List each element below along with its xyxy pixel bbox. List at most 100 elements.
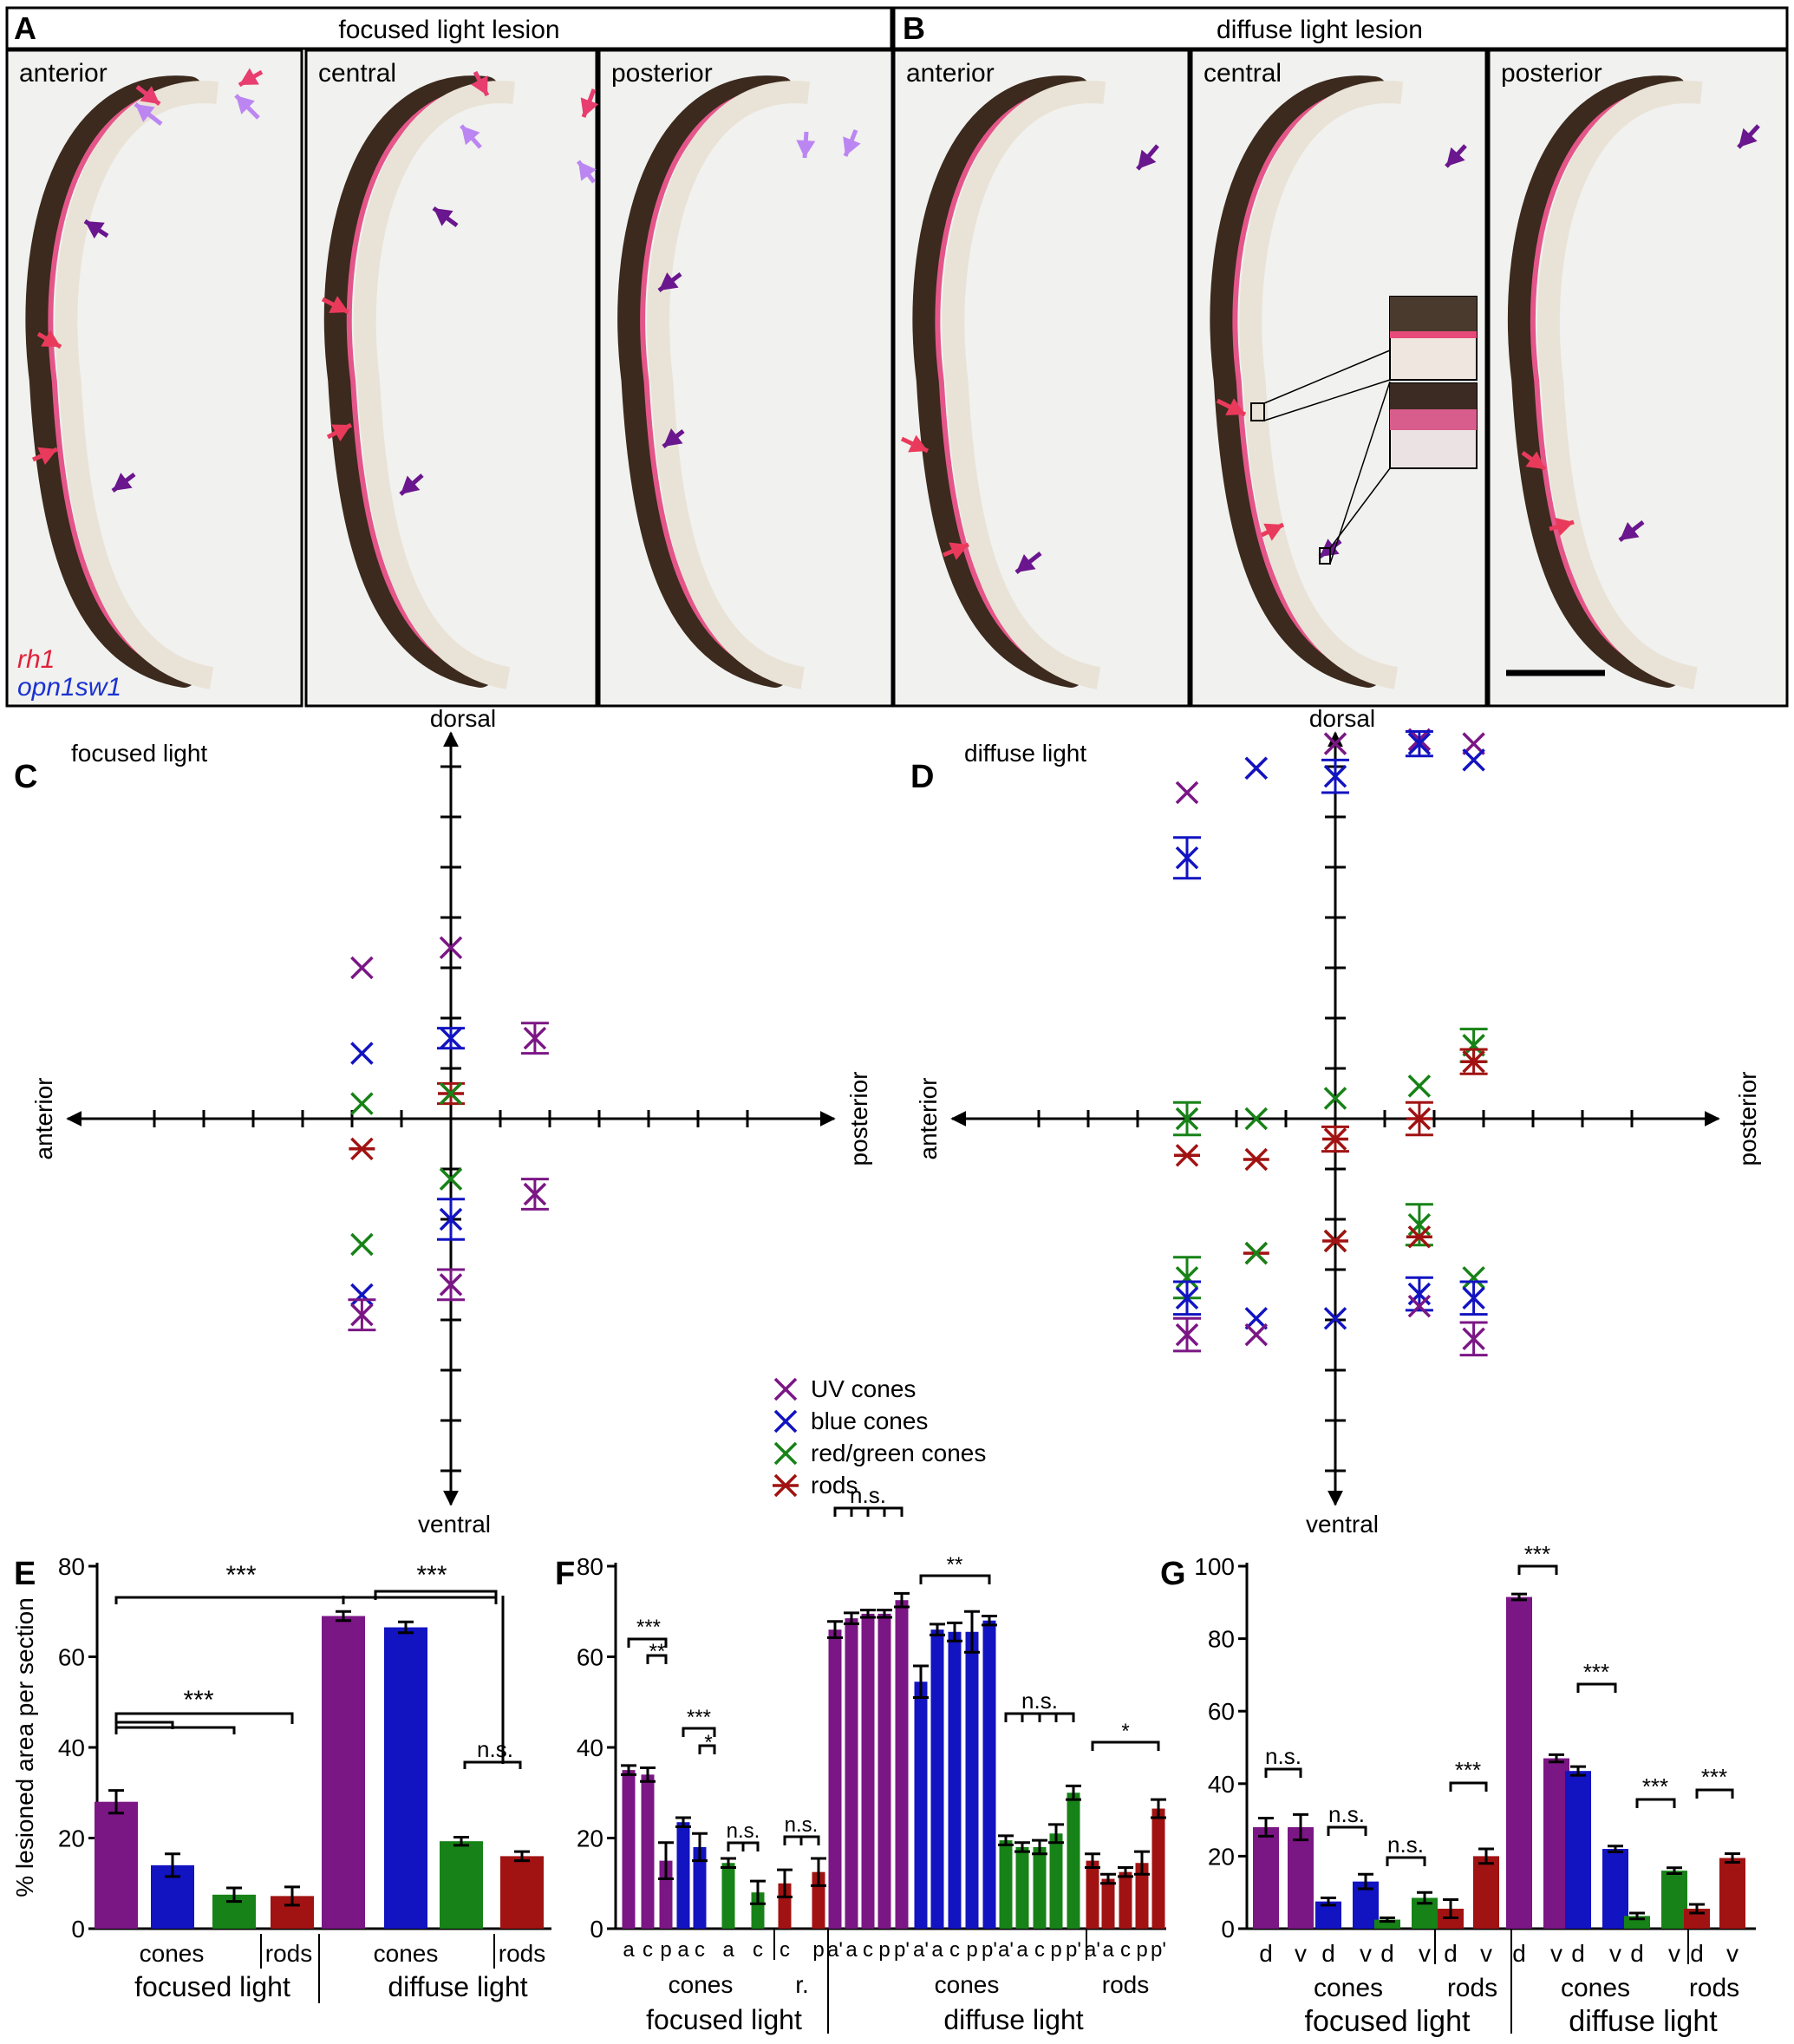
scatter-d-point: [1243, 1147, 1269, 1172]
bar-rect: [1661, 1871, 1687, 1929]
bar-e-group-1: diffuse light: [388, 1971, 527, 2002]
bar-rect: [828, 1629, 842, 1929]
bar-label: d: [1690, 1940, 1704, 1967]
bar-label: v: [1360, 1940, 1372, 1967]
panel-b-letter: B: [903, 10, 925, 46]
bar-rect: [1374, 1919, 1400, 1929]
bar-rect: [1473, 1856, 1499, 1929]
micrograph-arrow: [32, 447, 58, 465]
bar-label: a: [931, 1938, 943, 1962]
bar-rect: [1049, 1833, 1063, 1929]
photoreceptor-layer: [48, 88, 203, 679]
bar-rect: [322, 1616, 365, 1929]
section-label: posterior: [1501, 59, 1602, 88]
micrograph-arrow: [460, 124, 482, 149]
micrograph-arrow-head: [1739, 127, 1758, 147]
bar: p': [894, 1591, 910, 1962]
bar: v: [1719, 1851, 1745, 1967]
scatter-c-point: [439, 936, 463, 960]
legend-marker: [773, 1377, 798, 1401]
bar-label: p: [1136, 1938, 1147, 1962]
legend-rods: rods: [811, 1472, 858, 1499]
bar: a': [913, 1664, 929, 1962]
bar-label: c: [1034, 1938, 1045, 1962]
y-tick-label: 40: [58, 1734, 85, 1761]
legend-marker: [773, 1409, 798, 1433]
scatter-c-point: [439, 1167, 463, 1191]
micrograph-arrow: [1521, 450, 1547, 472]
scatter-d-point: [1321, 758, 1349, 794]
bar: p': [1151, 1798, 1166, 1962]
bar-label: d: [1630, 1940, 1644, 1967]
micrograph-arrow-head: [331, 424, 351, 441]
bar-label: c: [1120, 1938, 1131, 1962]
scatter-d-point: [1407, 1294, 1432, 1318]
micrograph-arrow-head: [41, 330, 61, 347]
legend: UV cones blue cones red/green cones rods: [773, 1375, 986, 1499]
photoreceptor-layer: [1232, 88, 1387, 679]
scatter-d-point: [1173, 836, 1201, 880]
bar: [384, 1620, 427, 1929]
scatter-c-point: [439, 1081, 463, 1106]
micrograph-arrow: [1014, 552, 1042, 574]
micrograph-arrow-head: [843, 136, 861, 156]
micrograph-arrow: [796, 131, 816, 159]
scatter-d-point: [1244, 1107, 1269, 1131]
bar: v: [1602, 1845, 1628, 1967]
scatter-d-point: [1244, 756, 1269, 780]
micrograph-arrow: [580, 88, 599, 118]
y-tick-label: 0: [71, 1916, 85, 1943]
micrograph-arrow: [321, 296, 350, 315]
bar-g-sig-3: ***: [1455, 1757, 1481, 1783]
y-tick-label: 80: [1208, 1626, 1235, 1653]
micrograph-section: anterior: [892, 49, 1191, 708]
bar: a': [1085, 1852, 1100, 1962]
photoreceptor-layer: [1530, 88, 1686, 679]
bar-e-letter: E: [14, 1556, 36, 1592]
bar-f-sig-6: n.s.: [850, 1482, 886, 1508]
pigment-layer: [25, 75, 203, 688]
bar-label: c: [695, 1938, 705, 1962]
section-label: central: [318, 59, 396, 88]
micrograph-arrow: [662, 428, 685, 448]
bar-e-group-0: focused light: [134, 1971, 290, 2002]
bar-rect: [500, 1856, 544, 1929]
bar-f-group-1: diffuse light: [943, 2004, 1083, 2035]
scatter-d-point: [1405, 730, 1433, 758]
section-label: central: [1204, 59, 1282, 88]
bar-e-sig-2: ***: [183, 1686, 213, 1714]
micrograph-arrow: [111, 473, 136, 493]
bar-f-sig-1: **: [649, 1640, 666, 1663]
legend-marker-stroke: [773, 1377, 798, 1401]
bar: p': [982, 1614, 997, 1962]
scatter-c-point: [350, 1042, 374, 1065]
bar-rect: [95, 1801, 138, 1929]
bar: d: [1315, 1896, 1341, 1967]
bar: c: [947, 1621, 962, 1962]
bar: p: [964, 1610, 980, 1962]
micrograph-arrow-head: [1446, 147, 1465, 167]
scatter-d-point-stroke: [1244, 1107, 1269, 1131]
bar-rect: [1602, 1849, 1628, 1929]
bar-f-group-0: focused light: [646, 2004, 802, 2035]
bar: [212, 1886, 256, 1929]
bar: a: [930, 1623, 945, 1962]
micrograph-arrow: [399, 473, 424, 496]
scatter-d-point: [1174, 1144, 1200, 1167]
bar-rect: [440, 1841, 483, 1929]
bar-g-group-1: diffuse light: [1569, 2005, 1718, 2038]
bar-label: p': [982, 1938, 997, 1962]
bar-label: v: [1726, 1940, 1739, 1967]
scatter-c-point: [437, 1198, 465, 1241]
bar: v: [1412, 1891, 1438, 1967]
legend-marker: [773, 1441, 798, 1466]
bar: d: [1374, 1916, 1400, 1967]
bar-e-sublabel-3: rods: [499, 1940, 545, 1967]
micrograph-arrow-head: [796, 140, 816, 158]
bar-rect: [1253, 1826, 1279, 1929]
legend-marker-stroke: [773, 1409, 798, 1433]
micrograph-arrow-head: [663, 428, 683, 447]
inner-retina: [1239, 81, 1404, 689]
bar: a: [621, 1764, 636, 1962]
micrograph-arrow: [1216, 398, 1247, 417]
